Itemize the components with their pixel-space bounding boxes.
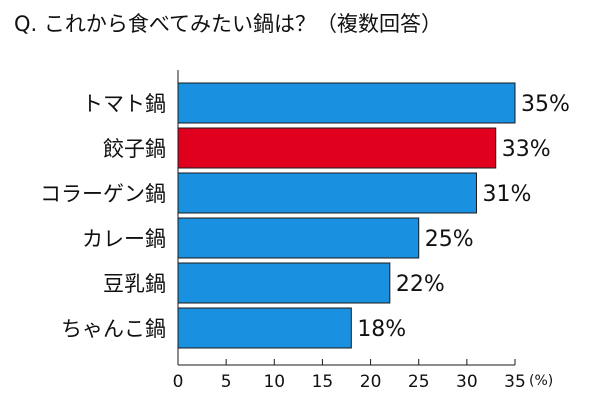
value-label: 22% — [396, 272, 445, 297]
chart-title: Q. これから食べてみたい鍋は？（複数回答） — [14, 12, 443, 36]
x-axis-unit: (%) — [529, 373, 553, 389]
value-label: 35% — [521, 92, 570, 117]
value-label: 18% — [357, 317, 406, 342]
x-tick-label: 15 — [312, 372, 334, 392]
bars-layer — [177, 82, 516, 349]
bar — [177, 82, 516, 124]
x-axis: 0 5 10 15 20 25 30 35 (%) — [173, 70, 553, 392]
labels-layer: トマト鍋 35% 餃子鍋 33% コラーゲン鍋 31% カレー鍋 25% 豆乳鍋 22% ちゃんこ鍋… — [40, 92, 570, 342]
x-tick-label: 20 — [360, 372, 382, 392]
x-tick-label: 5 — [221, 372, 232, 392]
bar — [177, 262, 391, 304]
category-label: ちゃんこ鍋 — [61, 317, 166, 341]
x-tick-label: 35 — [504, 372, 526, 392]
category-label: トマト鍋 — [82, 92, 166, 116]
value-label: 25% — [425, 227, 474, 252]
x-tick-label: 10 — [263, 372, 285, 392]
bar — [177, 172, 477, 214]
x-tick-label: 30 — [456, 372, 478, 392]
bar — [177, 307, 352, 349]
value-label: 33% — [502, 137, 551, 162]
bar — [177, 217, 420, 259]
category-label: カレー鍋 — [82, 227, 166, 251]
bar — [177, 127, 497, 169]
value-label: 31% — [482, 182, 531, 207]
category-label: 豆乳鍋 — [103, 272, 166, 296]
category-label: コラーゲン鍋 — [40, 182, 166, 206]
category-label: 餃子鍋 — [103, 137, 166, 161]
x-tick-label: 25 — [408, 372, 430, 392]
x-tick-label: 0 — [173, 372, 184, 392]
